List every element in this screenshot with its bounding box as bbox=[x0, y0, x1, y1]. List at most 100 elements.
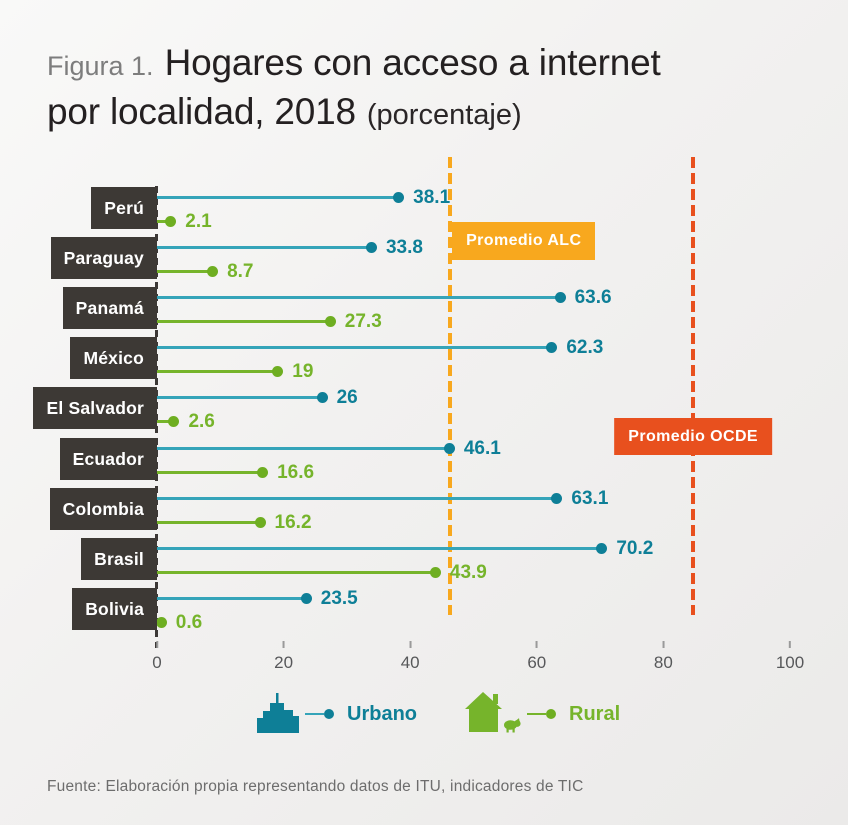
rural-line bbox=[157, 571, 435, 574]
tick-mark bbox=[789, 641, 791, 648]
rural-dot bbox=[257, 467, 269, 478]
urbano-line bbox=[157, 597, 306, 600]
figure-label: Figura 1. bbox=[47, 51, 154, 81]
tick-mark bbox=[535, 641, 538, 648]
urbano-dot bbox=[596, 543, 608, 554]
urbano-dot bbox=[551, 493, 563, 504]
rural-line bbox=[157, 220, 171, 223]
country-name: Bolivia bbox=[85, 598, 144, 619]
urbano-line bbox=[157, 296, 560, 299]
tick-label: 0 bbox=[152, 653, 162, 672]
urbano-line bbox=[157, 346, 552, 349]
rural-lollipop: 27.3 bbox=[157, 311, 382, 332]
rural-dot bbox=[429, 567, 441, 578]
tick-label: 20 bbox=[274, 653, 294, 672]
country-row-ecuador: Ecuador 46.1 16.6 bbox=[0, 438, 848, 491]
rural-dot bbox=[272, 366, 284, 377]
urbano-value: 26 bbox=[336, 386, 358, 408]
rural-value: 2.6 bbox=[188, 410, 215, 432]
country-label-box: Paraguay bbox=[50, 237, 157, 279]
urbano-value: 38.1 bbox=[413, 186, 451, 208]
urbano-lollipop: 70.2 bbox=[157, 538, 653, 559]
urbano-dot bbox=[300, 593, 312, 604]
country-name: El Salvador bbox=[46, 397, 144, 418]
country-row-mexico: México 62.3 19 bbox=[0, 337, 848, 390]
rural-value: 8.7 bbox=[227, 260, 254, 282]
country-label-box: Brasil bbox=[81, 538, 157, 580]
urbano-dot bbox=[316, 392, 328, 403]
country-row-panama: Panamá 63.6 27.3 bbox=[0, 287, 848, 340]
country-name: México bbox=[83, 347, 144, 368]
rural-legend-line bbox=[527, 712, 546, 716]
country-row-colombia: Colombia 63.1 16.2 bbox=[0, 488, 848, 541]
rural-value: 43.9 bbox=[449, 561, 487, 583]
rural-value: 19 bbox=[292, 360, 314, 382]
country-row-el-salvador: El Salvador 26 2.6 bbox=[0, 387, 848, 440]
tick-label: 40 bbox=[400, 653, 420, 672]
legend-item-urbano: Urbano bbox=[256, 691, 417, 737]
rural-line bbox=[157, 521, 260, 524]
urbano-value: 63.1 bbox=[571, 487, 609, 509]
tick-label: 100 bbox=[775, 653, 805, 672]
urbano-lollipop: 23.5 bbox=[157, 588, 358, 609]
city-buildings-icon bbox=[256, 691, 300, 738]
rural-legend-dot bbox=[546, 709, 556, 719]
x-tick-60: 60 bbox=[527, 641, 546, 673]
rural-dot bbox=[254, 517, 266, 528]
rural-line bbox=[157, 270, 213, 273]
legend-item-rural: Rural bbox=[464, 691, 620, 737]
rural-lollipop: 43.9 bbox=[157, 562, 487, 583]
rural-value: 27.3 bbox=[344, 310, 382, 332]
country-label-box: El Salvador bbox=[33, 387, 157, 429]
country-name: Brasil bbox=[94, 548, 144, 569]
urbano-legend-line bbox=[305, 712, 324, 716]
title-line-1: Figura 1. Hogares con acceso a internet bbox=[47, 42, 661, 84]
country-name: Panamá bbox=[75, 297, 144, 318]
urbano-line bbox=[157, 396, 322, 399]
urbano-dot bbox=[393, 192, 405, 203]
rural-value: 0.6 bbox=[175, 611, 203, 633]
rural-lollipop: 2.6 bbox=[157, 411, 215, 432]
x-tick-100: 100 bbox=[776, 641, 804, 673]
figure-title: Figura 1. Hogares con acceso a internet … bbox=[47, 42, 661, 133]
x-tick-80: 80 bbox=[654, 641, 673, 673]
urbano-value: 46.1 bbox=[463, 437, 501, 459]
country-name: Paraguay bbox=[63, 247, 144, 268]
x-tick-40: 40 bbox=[401, 641, 420, 673]
rural-dot bbox=[207, 266, 219, 277]
country-name: Perú bbox=[104, 197, 144, 218]
rural-lollipop: 0.6 bbox=[155, 612, 202, 633]
country-row-paraguay: Paraguay 33.8 8.7 bbox=[0, 237, 848, 290]
urbano-value: 62.3 bbox=[566, 336, 604, 358]
urbano-line bbox=[157, 497, 557, 500]
rural-value: 16.6 bbox=[277, 461, 315, 483]
rural-lollipop: 16.6 bbox=[157, 462, 314, 483]
urbano-line bbox=[157, 547, 602, 550]
urbano-value: 63.6 bbox=[574, 286, 612, 308]
tick-mark bbox=[282, 641, 285, 648]
house-and-animal-icon bbox=[464, 691, 522, 738]
x-tick-0: 0 bbox=[152, 641, 162, 673]
urbano-lollipop: 63.6 bbox=[157, 287, 612, 308]
urbano-line bbox=[157, 246, 371, 249]
rural-value: 16.2 bbox=[274, 511, 312, 533]
rural-dot bbox=[165, 216, 177, 227]
rural-line bbox=[157, 471, 263, 474]
urbano-lollipop: 26 bbox=[157, 387, 358, 408]
tick-label: 80 bbox=[653, 653, 673, 672]
country-row-bolivia: Bolivia 23.5 0.6 bbox=[0, 588, 848, 641]
rural-dot bbox=[324, 316, 336, 327]
rural-lollipop: 2.1 bbox=[157, 211, 212, 232]
promedio-ocde-line bbox=[691, 157, 696, 615]
country-row-brasil: Brasil 70.2 43.9 bbox=[0, 538, 848, 591]
urbano-lollipop: 62.3 bbox=[157, 337, 603, 358]
country-label-box: México bbox=[70, 337, 157, 379]
country-label-box: Colombia bbox=[49, 488, 157, 530]
urbano-dot bbox=[554, 292, 566, 303]
urbano-line bbox=[157, 447, 449, 450]
rural-legend-label: Rural bbox=[569, 702, 621, 725]
title-text-1: Hogares con acceso a internet bbox=[164, 42, 661, 83]
rural-line bbox=[157, 420, 174, 423]
rural-lollipop: 19 bbox=[157, 361, 313, 382]
